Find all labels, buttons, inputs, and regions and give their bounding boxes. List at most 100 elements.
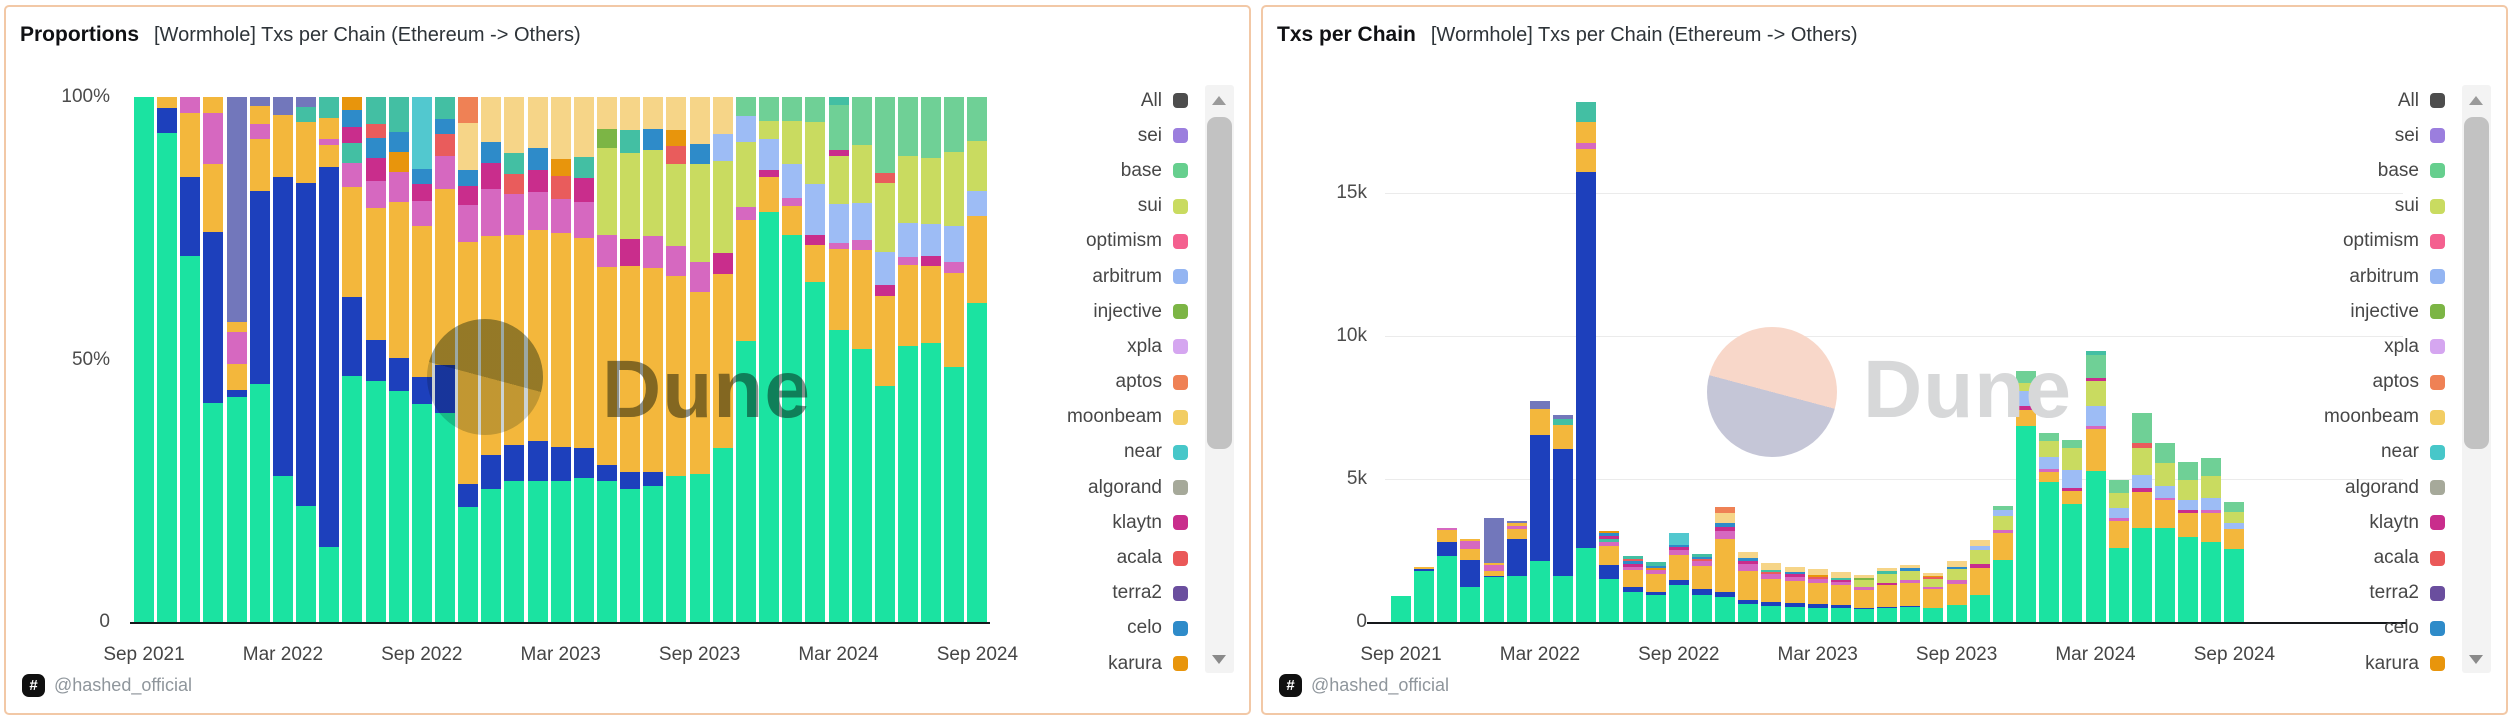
bar-2023-07[interactable] [643, 97, 664, 622]
legend-item-karura[interactable]: karura [2163, 646, 2445, 677]
bar-2022-03[interactable] [1529, 401, 1550, 622]
bar-2024-06[interactable] [2154, 443, 2175, 622]
scroll-up-arrow-icon[interactable] [1212, 96, 1226, 105]
bar-2023-02[interactable] [1784, 566, 1805, 622]
bar-2024-06[interactable] [897, 97, 918, 622]
legend-item-algorand[interactable]: algorand [906, 470, 1188, 505]
legend-item-aptos[interactable]: aptos [2163, 365, 2445, 400]
bar-2021-11[interactable] [180, 97, 201, 622]
bar-2022-11[interactable] [1715, 507, 1736, 622]
bar-2021-12[interactable] [203, 97, 224, 622]
legend-item-sui[interactable]: sui [906, 189, 1188, 224]
bar-2022-06[interactable] [342, 97, 363, 622]
bar-2022-02[interactable] [1506, 521, 1527, 622]
bar-2022-01[interactable] [226, 97, 247, 622]
bar-2021-10[interactable] [157, 97, 178, 622]
bar-2023-06[interactable] [1877, 567, 1898, 622]
legend-item-terra2[interactable]: terra2 [906, 576, 1188, 611]
legend-scrollbar[interactable] [1205, 85, 1234, 673]
legend-item-base[interactable]: base [906, 153, 1188, 188]
bar-2023-03[interactable] [550, 97, 571, 622]
bar-2023-07[interactable] [1900, 564, 1921, 622]
bar-2023-05[interactable] [597, 97, 617, 622]
bar-2023-01[interactable] [504, 97, 525, 622]
bar-2024-01[interactable] [2039, 432, 2060, 622]
legend-item-optimism[interactable]: optimism [2163, 224, 2445, 259]
bar-2022-08[interactable] [1645, 561, 1666, 622]
bar-2022-04[interactable] [1553, 414, 1574, 622]
scroll-down-arrow-icon[interactable] [1212, 655, 1226, 664]
bar-2022-02[interactable] [249, 97, 270, 622]
bar-2023-01[interactable] [1761, 563, 1782, 622]
bar-2021-09[interactable] [134, 97, 154, 622]
bar-2023-10[interactable] [1969, 539, 1990, 622]
legend-item-xpla[interactable]: xpla [906, 329, 1188, 364]
bar-2024-05[interactable] [2131, 413, 2152, 622]
scroll-up-arrow-icon[interactable] [2469, 96, 2483, 105]
bar-2022-10[interactable] [434, 97, 455, 622]
legend-item-acala[interactable]: acala [906, 540, 1188, 575]
bar-2023-04[interactable] [573, 97, 594, 622]
bar-2022-04[interactable] [296, 97, 317, 622]
bar-2023-10[interactable] [712, 97, 733, 622]
bar-2023-05[interactable] [1854, 575, 1874, 622]
legend-item-celo[interactable]: celo [2163, 611, 2445, 646]
legend-item-terra2[interactable]: terra2 [2163, 576, 2445, 611]
bar-2023-06[interactable] [620, 97, 641, 622]
bar-2023-12[interactable] [2016, 371, 2037, 622]
legend-item-injective[interactable]: injective [906, 294, 1188, 329]
bar-2023-09[interactable] [689, 97, 710, 622]
bar-2021-11[interactable] [1437, 527, 1458, 622]
bar-2024-03[interactable] [828, 97, 849, 622]
bar-2023-02[interactable] [527, 97, 548, 622]
bar-2024-05[interactable] [874, 97, 895, 622]
bar-2024-04[interactable] [2108, 479, 2129, 622]
bar-2022-01[interactable] [1483, 517, 1504, 622]
bar-2024-08[interactable] [944, 97, 965, 622]
bar-2022-12[interactable] [481, 97, 502, 622]
bar-2022-07[interactable] [1622, 555, 1643, 622]
bar-2024-02[interactable] [805, 97, 826, 622]
bar-2022-12[interactable] [1738, 551, 1759, 622]
legend-item-arbitrum[interactable]: arbitrum [906, 259, 1188, 294]
legend-item-injective[interactable]: injective [2163, 294, 2445, 329]
scroll-down-arrow-icon[interactable] [2469, 655, 2483, 664]
legend-item-aptos[interactable]: aptos [906, 365, 1188, 400]
bar-2021-12[interactable] [1460, 538, 1481, 622]
legend-item-klaytn[interactable]: klaytn [2163, 505, 2445, 540]
bar-2022-06[interactable] [1599, 530, 1620, 622]
bar-2023-04[interactable] [1830, 571, 1851, 622]
legend-item-klaytn[interactable]: klaytn [906, 505, 1188, 540]
legend-item-sei[interactable]: sei [906, 118, 1188, 153]
legend-scrollbar-thumb[interactable] [2464, 117, 2489, 449]
legend-item-arbitrum[interactable]: arbitrum [2163, 259, 2445, 294]
legend-item-base[interactable]: base [2163, 153, 2445, 188]
bar-2022-07[interactable] [365, 97, 386, 622]
bar-2021-10[interactable] [1414, 567, 1435, 622]
bar-2024-04[interactable] [851, 97, 872, 622]
legend-scrollbar-thumb[interactable] [1207, 117, 1232, 449]
bar-2024-01[interactable] [782, 97, 803, 622]
bar-2022-05[interactable] [1576, 101, 1597, 622]
bar-2023-09[interactable] [1946, 561, 1967, 622]
legend-item-sui[interactable]: sui [2163, 189, 2445, 224]
bar-2023-03[interactable] [1807, 568, 1828, 622]
legend-item-moonbeam[interactable]: moonbeam [906, 400, 1188, 435]
bar-2024-08[interactable] [2201, 458, 2222, 622]
bar-2022-09[interactable] [411, 97, 432, 622]
bar-2024-07[interactable] [2178, 461, 2199, 622]
bar-2024-02[interactable] [2062, 439, 2083, 622]
bar-2024-09[interactable] [2224, 501, 2245, 622]
legend-item-All[interactable]: All [906, 83, 1188, 118]
bar-2024-09[interactable] [967, 97, 988, 622]
legend-item-near[interactable]: near [906, 435, 1188, 470]
legend-item-karura[interactable]: karura [906, 646, 1188, 677]
bar-2023-08[interactable] [666, 97, 687, 622]
bar-2022-09[interactable] [1668, 532, 1689, 622]
legend-scrollbar[interactable] [2462, 85, 2491, 673]
legend-item-near[interactable]: near [2163, 435, 2445, 470]
bar-2024-07[interactable] [921, 97, 942, 622]
legend-item-sei[interactable]: sei [2163, 118, 2445, 153]
legend-item-xpla[interactable]: xpla [2163, 329, 2445, 364]
bar-2023-11[interactable] [1992, 505, 2013, 622]
